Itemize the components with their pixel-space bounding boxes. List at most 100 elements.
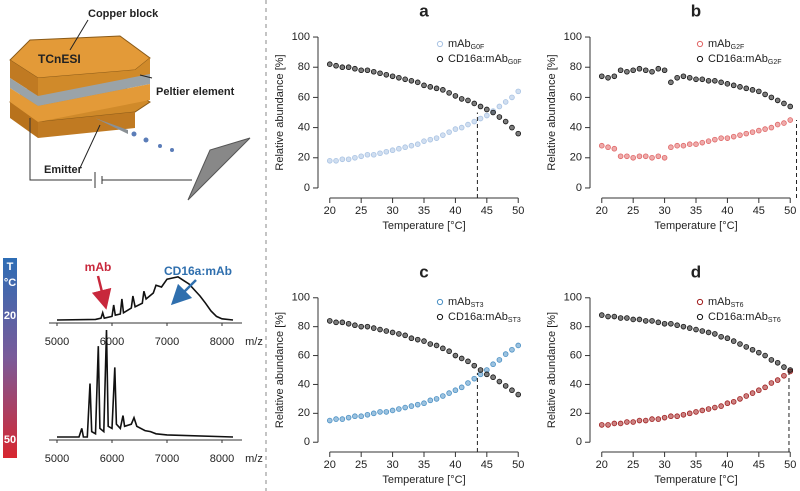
data-point [396,145,402,152]
annotation-arrow [170,279,197,306]
data-point [364,67,371,74]
data-point [649,68,655,75]
x-tick-label: 8000 [210,336,234,348]
data-point [502,118,509,125]
panel-title: a [419,1,429,20]
data-point [674,322,680,329]
data-point [490,109,496,116]
data-point [465,121,471,128]
data-point [408,335,415,342]
data-point [661,154,668,161]
y-tick-label: 80 [298,61,310,73]
y-tick-label: 40 [298,378,310,390]
y-tick-label: 100 [292,292,310,304]
data-point [605,144,611,151]
x-tick-label: 20 [596,205,608,217]
data-point [452,93,459,99]
data-point [370,325,377,331]
data-point [781,120,787,126]
y-axis-label: Relative abundance [%] [546,54,558,170]
y-tick-label: 60 [570,91,582,103]
data-point [446,390,452,396]
data-point [699,407,706,414]
data-point [389,147,396,154]
x-tick-label: 20 [324,459,336,471]
data-point [605,313,611,320]
data-point [352,65,358,72]
data-point [617,420,624,427]
data-point [756,387,762,394]
data-point [680,73,687,80]
y-axis-label: Relative abundance [%] [274,312,286,428]
data-point [743,344,750,350]
data-point [724,400,731,407]
data-point [730,338,737,344]
data-point [465,97,471,104]
panel-title: d [691,262,701,281]
data-point [414,141,421,147]
device-diagram: Copper block TCnESI Peltier element Emit… [9,8,251,201]
data-point [605,74,611,81]
data-point [364,323,371,330]
legend-name: CD16a:mAb [708,311,768,323]
legend-name: mAb [448,296,471,308]
legend-label: mAbST6 [708,296,744,309]
y-tick-label: 60 [298,91,310,103]
data-point [477,103,484,110]
spectrum-line [56,275,234,321]
data-point [705,329,712,336]
data-point [421,82,427,89]
data-point [421,138,427,144]
x-tick-label: 30 [386,459,398,471]
data-point [649,154,655,161]
x-tick-label: 40 [721,459,733,471]
legend-marker [436,55,444,63]
data-point [749,390,756,396]
data-point [452,126,459,132]
data-point [515,391,522,398]
data-point [680,142,687,149]
data-point [383,328,390,334]
data-point [693,141,699,147]
data-point [471,362,478,369]
x-axis-label: Temperature [°C] [654,220,737,232]
annotation: CD16a:mAb [164,264,232,278]
legend-marker [696,298,704,306]
data-point [617,153,624,160]
data-point [611,145,618,152]
data-point [611,313,618,320]
legend-label: CD16a:mAbG0F [448,53,522,66]
x-tick-label: 7000 [155,336,179,348]
data-point [515,130,522,137]
data-point [452,387,459,394]
data-point [768,124,775,131]
data-point [598,422,605,428]
data-point [680,323,687,330]
x-tick-label: 40 [449,205,461,217]
data-point [326,318,333,324]
data-point [414,401,421,408]
data-point [686,325,693,331]
y-tick-label: 80 [570,321,582,333]
data-point [617,67,624,74]
data-point [427,397,434,404]
data-point [605,422,611,428]
data-point [377,326,383,333]
data-point [699,139,706,146]
data-point [636,153,643,160]
y-tick-label: 100 [564,292,582,304]
data-point [624,419,630,425]
data-point [326,61,333,68]
y-tick-label: 80 [570,61,582,73]
data-point [458,384,465,391]
x-tick-label: 5000 [45,336,69,348]
data-point [774,121,781,128]
legend-marker [696,55,704,63]
data-point [611,73,618,80]
data-point [712,136,718,143]
data-point [345,320,352,327]
data-point [345,64,352,71]
data-point [699,328,706,334]
data-point [724,81,731,87]
